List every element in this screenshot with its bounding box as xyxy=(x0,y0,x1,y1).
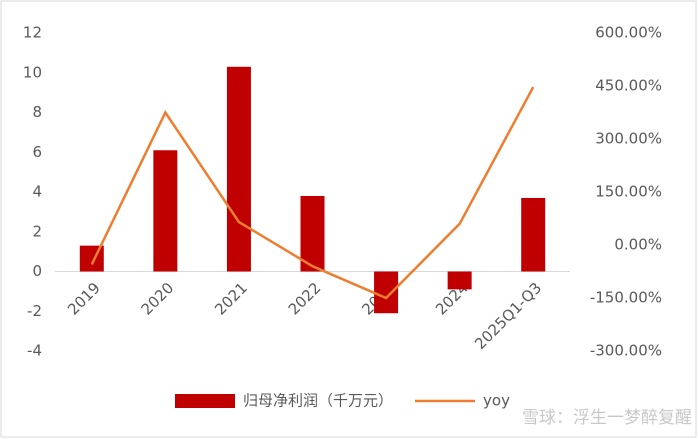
y2-tick-label: 150.00% xyxy=(595,183,662,201)
y-tick-label: 12 xyxy=(23,24,42,42)
bar xyxy=(447,271,472,290)
y-tick-label: 10 xyxy=(23,63,42,81)
y2-tick-label: 0.00% xyxy=(614,236,662,254)
legend-swatch xyxy=(175,394,235,408)
y-tick-label: 8 xyxy=(32,103,42,121)
bar xyxy=(521,197,546,272)
bar xyxy=(226,66,251,272)
bar xyxy=(153,150,178,272)
y2-tick-label: 300.00% xyxy=(595,130,662,148)
line xyxy=(90,86,535,300)
y2-tick-label: 600.00% xyxy=(595,24,662,42)
legend-label: 归母净利润（千万元） xyxy=(243,392,393,410)
y2-tick-label: -300.00% xyxy=(590,342,662,360)
y-tick-label: 4 xyxy=(32,183,42,201)
y-tick-label: 0 xyxy=(32,262,42,280)
y2-tick-label: 450.00% xyxy=(595,77,662,95)
y2-tick-label: -150.00% xyxy=(590,289,662,307)
y-tick-label: -2 xyxy=(27,302,42,320)
bar xyxy=(374,271,399,314)
legend-label: yoy xyxy=(483,392,510,410)
y-tick-label: 6 xyxy=(32,143,42,161)
y-tick-label: 2 xyxy=(32,222,42,240)
y-tick-label: -4 xyxy=(27,342,42,360)
watermark: 雪球：浮生一梦醉复醒 xyxy=(522,408,692,428)
bar xyxy=(300,195,325,272)
